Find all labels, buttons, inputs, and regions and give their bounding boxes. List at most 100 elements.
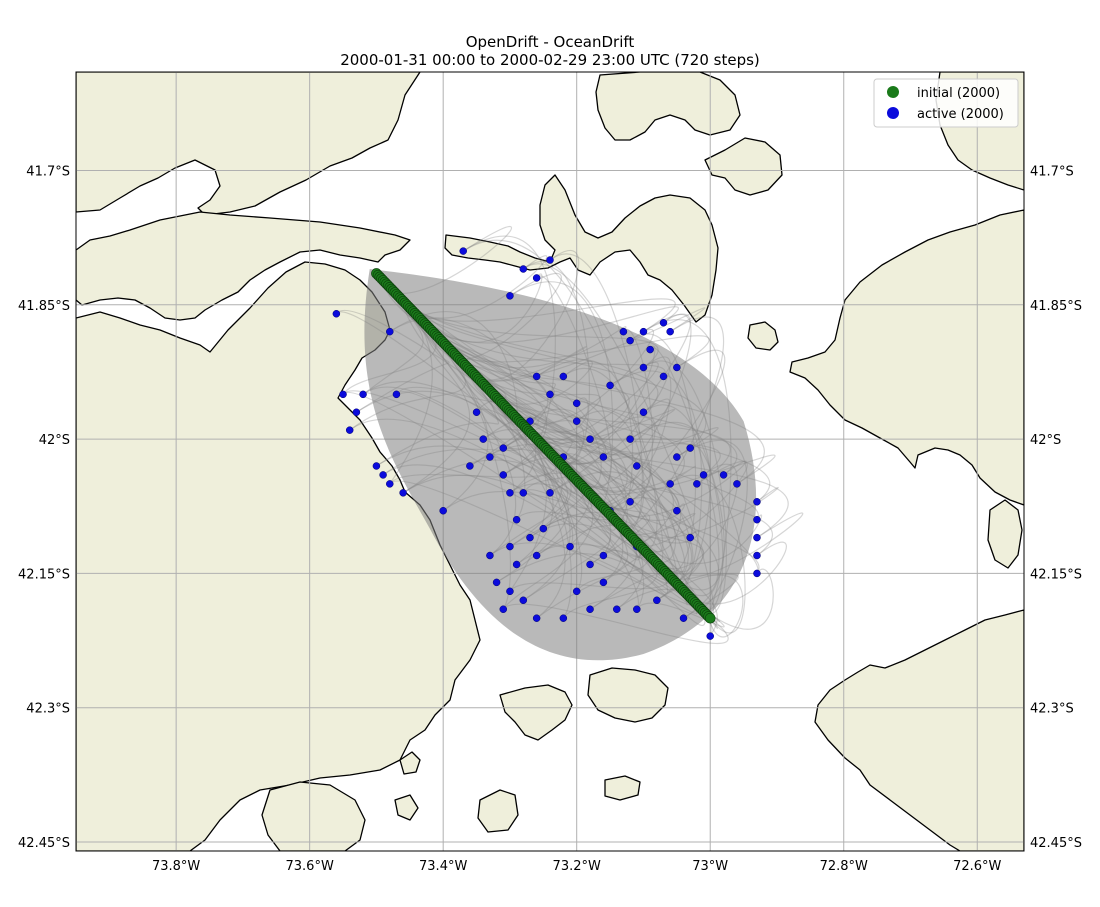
active-point-33	[586, 605, 594, 613]
land-north-island-b	[704, 137, 783, 196]
active-point-61	[526, 533, 534, 542]
active-point-49	[639, 408, 648, 417]
active-point-30	[519, 596, 528, 605]
active-point-56	[566, 542, 574, 551]
active-point-69	[606, 381, 614, 390]
active-point-55	[539, 524, 548, 533]
tick-labels: 73.8°W 73.6°W 73.4°W 73.2°W 73°W 72.8°W 72.6°W…	[18, 164, 1082, 874]
active-point-12	[372, 462, 381, 470]
y-tick-label-left-5: 42.45°S	[18, 836, 70, 851]
active-point-5	[332, 310, 341, 318]
active-point-16	[439, 506, 447, 515]
active-point-43	[666, 480, 674, 488]
active-point-68	[572, 399, 581, 408]
land-northwest-coast	[76, 211, 411, 321]
active-points-layer	[332, 247, 761, 640]
active-point-19	[479, 435, 487, 443]
land-south-island-a	[499, 684, 573, 741]
active-point-25	[512, 560, 521, 569]
x-tick-label-2: 73.4°W	[419, 859, 467, 874]
active-point-23	[512, 515, 521, 524]
trajectory-191	[696, 568, 774, 630]
active-point-74	[753, 515, 761, 524]
active-point-71	[659, 372, 668, 381]
active-point-75	[753, 533, 761, 542]
active-point-34	[613, 605, 621, 613]
active-point-60	[532, 551, 541, 560]
y-tick-label-right-3: 42.15°S	[1030, 567, 1082, 582]
land-west-mainland	[76, 261, 481, 851]
active-point-36	[653, 596, 661, 605]
active-point-59	[572, 587, 581, 596]
legend: initial (2000) active (2000)	[873, 78, 1019, 128]
x-tick-label-0: 73.8°W	[152, 859, 200, 874]
active-point-14	[386, 480, 394, 488]
legend-label-active: active (2000)	[917, 107, 1004, 122]
active-point-9	[352, 408, 361, 417]
active-point-40	[699, 471, 708, 479]
active-point-57	[586, 560, 594, 569]
active-point-89	[599, 551, 608, 560]
active-point-87	[666, 327, 674, 336]
active-point-58	[599, 578, 608, 587]
active-point-10	[345, 426, 354, 434]
active-point-77	[753, 569, 761, 578]
active-point-20	[486, 453, 494, 461]
active-point-6	[386, 327, 394, 336]
active-point-0	[459, 247, 467, 255]
chart-title-line-1: OpenDrift - OceanDrift	[466, 33, 635, 51]
active-point-67	[559, 372, 568, 381]
x-tick-label-5: 72.8°W	[820, 859, 868, 874]
active-point-48	[626, 435, 634, 443]
y-tick-label-right-4: 42.3°S	[1030, 702, 1074, 717]
x-tick-label-6: 72.6°W	[953, 859, 1001, 874]
plot-frame	[75, 71, 1025, 852]
active-point-11	[392, 390, 401, 399]
x-tick-label-1: 73.6°W	[286, 859, 334, 874]
active-point-46	[626, 498, 634, 506]
active-point-54	[546, 489, 554, 497]
active-point-2	[532, 274, 541, 282]
land-east-small-island	[747, 321, 779, 351]
y-tick-label-right-0: 41.7°S	[1030, 164, 1074, 179]
active-point-52	[572, 417, 581, 425]
y-tick-label-left-2: 42°S	[39, 433, 70, 448]
active-point-44	[673, 506, 681, 515]
active-point-27	[492, 578, 501, 587]
active-point-41	[686, 444, 694, 452]
y-tick-label-left-4: 42.3°S	[26, 702, 70, 717]
active-point-47	[633, 462, 641, 470]
initial-points-layer	[371, 268, 716, 624]
active-point-4	[546, 256, 554, 264]
active-point-86	[619, 327, 628, 336]
active-point-26	[506, 587, 514, 596]
land-south-island-d	[477, 789, 519, 833]
active-point-13	[379, 471, 387, 479]
land-south-island-c	[604, 775, 641, 801]
active-point-83	[646, 345, 654, 354]
active-point-28	[486, 551, 494, 560]
active-point-80	[706, 632, 714, 640]
active-point-65	[546, 390, 554, 399]
active-point-42	[673, 453, 681, 461]
land-east-far-island	[987, 499, 1023, 569]
active-point-72	[673, 363, 681, 372]
x-tick-label-4: 73°W	[692, 859, 728, 874]
land-layer	[76, 72, 1024, 851]
active-point-24	[506, 542, 514, 551]
legend-label-initial: initial (2000)	[917, 86, 1000, 101]
active-point-76	[753, 551, 761, 560]
active-point-79	[719, 471, 728, 479]
active-point-21	[499, 471, 508, 479]
active-point-29	[499, 605, 508, 613]
y-tick-label-right-5: 42.45°S	[1030, 836, 1082, 851]
active-point-18	[466, 462, 474, 470]
active-point-8	[339, 390, 347, 399]
land-north-center	[444, 174, 719, 323]
land-south-coast-islet-b	[394, 794, 419, 821]
land-southwest-island	[261, 781, 366, 851]
active-point-15	[399, 489, 407, 497]
active-point-38	[686, 533, 694, 542]
